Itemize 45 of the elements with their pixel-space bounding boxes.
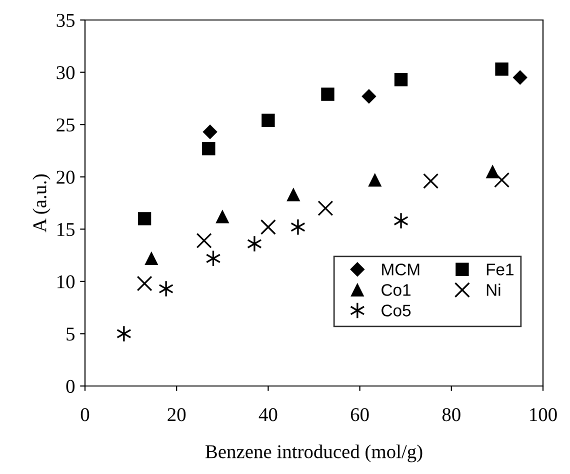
point — [144, 252, 158, 266]
point — [247, 235, 262, 252]
y-tick-label: 0 — [66, 380, 75, 393]
y-axis-title: A (a.u.) — [32, 174, 50, 232]
legend-label: Co1 — [382, 284, 411, 296]
y-tick-label: 20 — [56, 170, 75, 184]
point — [196, 232, 212, 248]
x-axis-title: Benzene introduced (mol/g) — [205, 444, 422, 462]
x-tick-label: 100 — [530, 408, 557, 422]
legend-label: Co5 — [382, 304, 411, 316]
point — [290, 218, 306, 236]
point — [495, 62, 508, 76]
point — [116, 325, 132, 342]
point — [423, 173, 439, 189]
legend-label: Ni — [486, 284, 500, 296]
y-tick-label: 30 — [56, 66, 75, 80]
x-tick-label: 0 — [80, 408, 90, 422]
point — [216, 210, 229, 224]
point — [512, 70, 528, 85]
point — [286, 188, 300, 202]
y-tick-label: 35 — [56, 14, 75, 27]
point — [138, 212, 152, 226]
point — [321, 88, 334, 101]
point — [362, 89, 376, 104]
point — [158, 280, 174, 298]
point — [394, 212, 408, 230]
point — [262, 114, 275, 127]
y-tick-label: 25 — [56, 118, 75, 132]
legend-label: MCM — [382, 264, 420, 276]
y-tick-label: 15 — [58, 223, 75, 236]
point — [202, 142, 216, 156]
point — [260, 219, 276, 235]
y-tick-label: 5 — [66, 328, 75, 341]
point — [136, 276, 152, 292]
x-tick-label: 80 — [442, 408, 460, 422]
point — [394, 73, 408, 86]
x-tick-label: 60 — [350, 408, 369, 422]
legend-label: Fe1 — [486, 264, 514, 276]
point — [318, 200, 334, 216]
y-tick-label: 10 — [58, 275, 75, 288]
point — [494, 172, 510, 188]
x-tick-label: 20 — [168, 408, 186, 422]
point — [202, 124, 218, 140]
point — [368, 173, 382, 187]
x-tick-label: 40 — [258, 408, 278, 422]
